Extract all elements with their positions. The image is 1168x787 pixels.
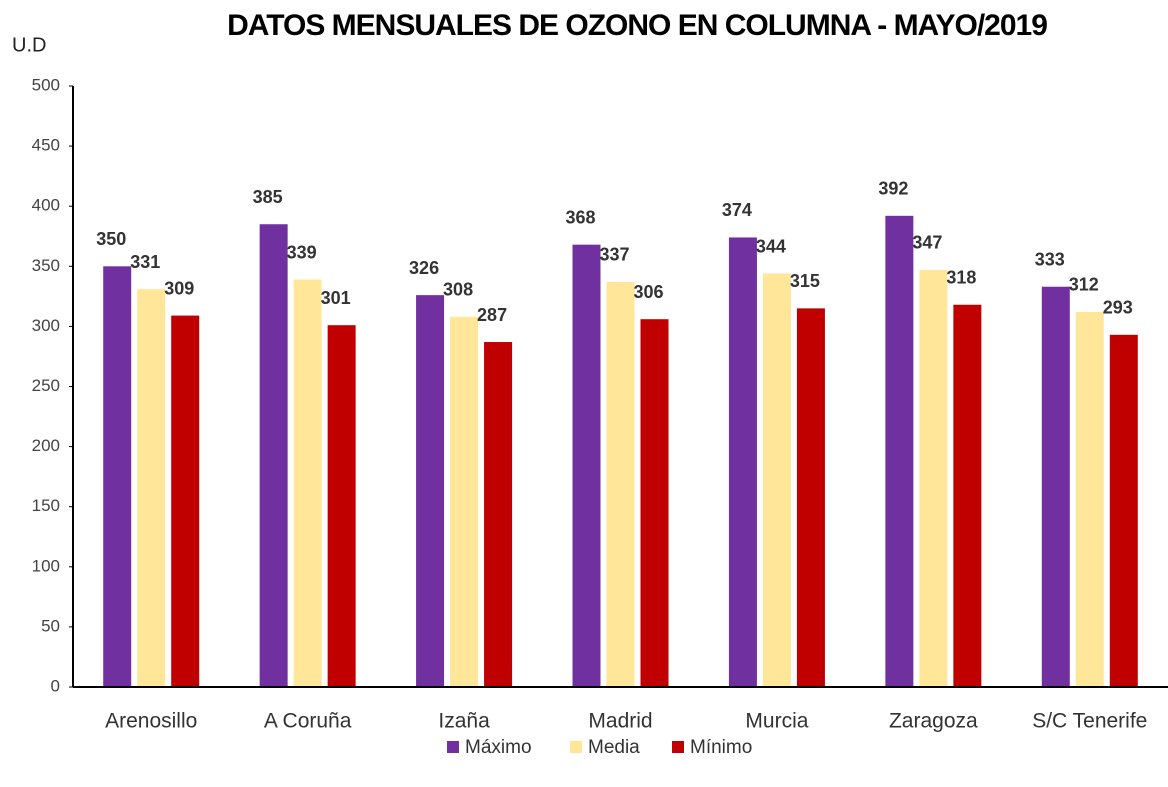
x-tick-label: Zaragoza	[889, 710, 978, 733]
value-label: 293	[1103, 298, 1133, 318]
x-tick-label: S/C Tenerife	[1032, 710, 1147, 733]
y-tick-label: 200	[32, 436, 60, 455]
bar	[293, 279, 322, 687]
value-label: 333	[1035, 249, 1065, 269]
y-tick-label: 250	[32, 376, 60, 395]
bar	[606, 281, 635, 687]
y-tick-label: 150	[32, 496, 60, 515]
value-label: 347	[912, 233, 942, 253]
bar	[171, 315, 200, 687]
legend-label: Mínimo	[690, 737, 752, 758]
bar	[885, 215, 914, 688]
x-tick-label: Murcia	[745, 710, 808, 733]
value-label: 315	[790, 271, 820, 291]
value-label: 339	[287, 242, 317, 262]
value-label: 331	[130, 252, 160, 272]
y-tick-label: 400	[32, 196, 60, 215]
value-label: 301	[321, 288, 351, 308]
legend-swatch	[672, 741, 684, 753]
y-tick-label: 0	[51, 676, 60, 695]
x-tick-label: Madrid	[588, 710, 652, 733]
value-label: 306	[633, 282, 663, 302]
bar	[796, 308, 825, 687]
value-label: 312	[1069, 275, 1099, 295]
legend-swatch	[570, 741, 582, 753]
value-label: 337	[599, 245, 629, 265]
y-tick-label: 100	[32, 556, 60, 575]
legend-label: Media	[588, 737, 640, 758]
bar	[1109, 334, 1138, 687]
bar	[416, 295, 445, 687]
y-tick-label: 300	[32, 316, 60, 335]
bar	[327, 325, 356, 687]
bar	[728, 237, 757, 687]
x-tick-label: Arenosillo	[105, 710, 197, 733]
bar	[137, 289, 166, 687]
bar	[484, 342, 513, 687]
value-label: 374	[722, 200, 752, 220]
x-tick-label: Izaña	[438, 710, 490, 733]
bar	[103, 266, 132, 687]
bar	[640, 319, 669, 687]
x-tick-label: A Coruña	[264, 710, 352, 733]
bar	[762, 273, 791, 687]
y-tick-label: 500	[32, 75, 60, 94]
value-label: 385	[253, 187, 283, 207]
bar	[1075, 311, 1104, 687]
bar	[259, 224, 288, 688]
y-axis-label: U.D	[12, 34, 46, 56]
chart-title: DATOS MENSUALES DE OZONO EN COLUMNA - MA…	[227, 9, 1047, 42]
value-label: 344	[756, 236, 786, 256]
bar	[572, 244, 601, 687]
y-tick-label: 450	[32, 136, 60, 155]
value-label: 368	[565, 207, 595, 227]
value-label: 326	[409, 258, 439, 278]
value-label: 392	[878, 179, 908, 199]
legend-label: Máximo	[465, 737, 532, 758]
y-tick-label: 50	[41, 616, 60, 635]
bar	[919, 269, 948, 687]
bar	[1041, 286, 1070, 687]
value-label: 309	[164, 278, 194, 298]
value-label: 318	[946, 268, 976, 288]
bar	[953, 304, 982, 687]
value-label: 287	[477, 305, 507, 325]
y-tick-label: 350	[32, 256, 60, 275]
legend: Máximo Media Mínimo	[447, 737, 752, 758]
value-label: 350	[96, 229, 126, 249]
legend-swatch	[447, 741, 459, 753]
value-label: 308	[443, 280, 473, 300]
bar	[450, 316, 479, 687]
